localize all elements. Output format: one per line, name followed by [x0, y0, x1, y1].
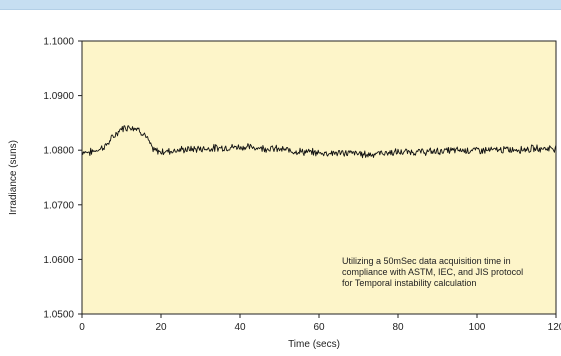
- annotation-line: compliance with ASTM, IEC, and JIS proto…: [342, 267, 523, 277]
- x-tick-label: 100: [469, 322, 486, 333]
- x-tick-label: 80: [392, 322, 404, 333]
- header-band: [0, 0, 561, 10]
- annotation-line: Utilizing a 50mSec data acquisition time…: [342, 256, 511, 266]
- annotation-line: for Temporal instability calculation: [342, 278, 476, 288]
- x-tick-label: 120: [548, 322, 561, 333]
- y-tick-label: 1.0800: [43, 146, 74, 157]
- x-axis-title: Time (secs): [288, 339, 340, 350]
- x-tick-label: 40: [234, 322, 246, 333]
- x-tick-label: 60: [313, 322, 325, 333]
- annotation-note: Utilizing a 50mSec data acquisition time…: [342, 256, 523, 288]
- irradiance-series-line: [81, 125, 557, 159]
- y-tick-label: 1.0600: [43, 255, 74, 266]
- y-tick-label: 1.1000: [43, 37, 74, 48]
- y-tick-label: 1.0500: [43, 310, 74, 321]
- x-tick-label: 0: [79, 322, 85, 333]
- y-tick-label: 1.0900: [43, 91, 74, 102]
- x-tick-label: 20: [155, 322, 167, 333]
- y-tick-label: 1.0700: [43, 200, 74, 211]
- plot-area: [82, 41, 556, 314]
- y-axis-title: Irradiance (suns): [8, 140, 19, 215]
